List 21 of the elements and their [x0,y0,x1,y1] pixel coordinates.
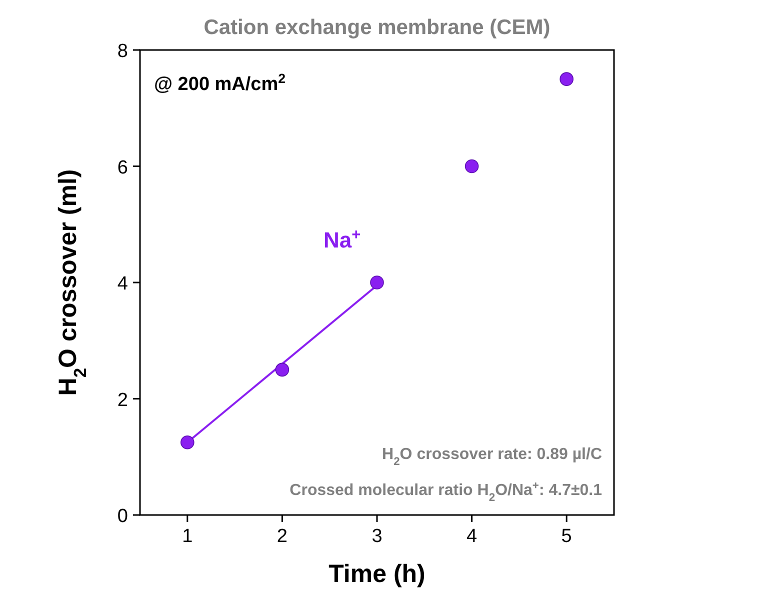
point [275,362,290,377]
y-tick-label: 8 [117,41,128,62]
point [370,276,384,290]
annotation: @ 200 mA/cm$^{2}$ [154,70,286,95]
point [464,159,479,174]
x-tick-label: 1 [182,526,193,547]
x-tick-label: 5 [561,526,572,547]
annotation: Crossed molecular ratio H$_{2}$O/Na$^{+}$: 4.7±0.1 [290,480,602,504]
x-axis-title: Time (h) [328,560,426,588]
chart-title: Cation exchange membrane (CEM) [204,16,550,39]
x-tick-label: 2 [276,526,288,547]
y-tick-label: 6 [117,157,128,178]
y-tick-label: 2 [117,390,128,411]
point [180,435,194,450]
series-label: Na$^{+}$ [323,226,361,252]
y-tick-label: 4 [117,274,128,294]
point [560,72,574,86]
annotation: H$_{2}$O crossover rate: 0.89 µl/C [382,446,602,468]
x-tick-label: 3 [372,526,382,547]
x-tick-label: 4 [466,526,478,547]
y-tick-label: 0 [117,506,128,527]
